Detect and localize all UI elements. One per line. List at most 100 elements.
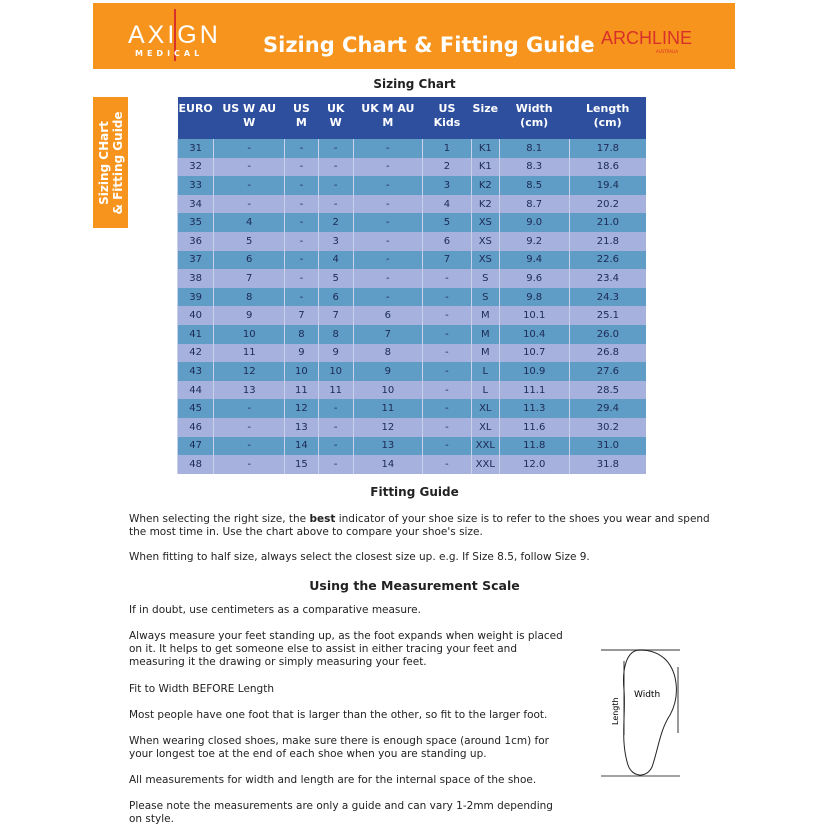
table-cell: 8.3 — [498, 157, 570, 177]
table-cell: 33 — [176, 176, 214, 195]
column-header: EURO — [177, 97, 214, 139]
table-cell: XS — [471, 250, 500, 270]
foot-measurement-diagram: Width Length — [598, 645, 688, 780]
table-row: 40 9 7 7 6- M 10.1 25.1 — [176, 306, 646, 325]
table-cell: K1 — [471, 139, 500, 158]
table-cell: 9.2 — [498, 231, 570, 251]
table-cell: 10.4 — [498, 324, 570, 344]
fitting-paragraph-2: When fitting to half size, always select… — [129, 551, 590, 563]
table-cell: 28.5 — [568, 380, 646, 400]
table-cell: 23.4 — [568, 269, 646, 288]
column-header: UK W — [318, 97, 354, 139]
table-cell: 46 — [176, 417, 214, 437]
side-tab-line1: Sizing CHart — [96, 120, 111, 205]
table-cell: 8 — [213, 287, 285, 307]
column-header: Size — [471, 97, 500, 139]
archline-logo-sub: AUSTRALIA — [656, 49, 679, 54]
table-cell: - — [421, 399, 472, 418]
table-cell: 10 — [213, 324, 285, 344]
table-cell: - — [421, 436, 472, 456]
column-header: Length (cm) — [569, 97, 646, 139]
table-cell: K2 — [471, 176, 500, 195]
table-cell: - — [213, 176, 285, 195]
table-cell: XL — [471, 417, 500, 437]
archline-logo: ARCHLINE — [601, 28, 693, 48]
table-cell: - — [213, 194, 285, 214]
table-cell: - — [421, 417, 472, 437]
table-cell: 8.5 — [498, 176, 570, 195]
column-header: US Kids — [422, 97, 472, 139]
table-cell: 8.7 — [498, 194, 570, 214]
table-cell: 6 — [352, 306, 423, 325]
table-cell: 35 — [176, 213, 214, 232]
table-cell: - — [352, 139, 423, 158]
table-cell: 47 — [176, 436, 214, 456]
table-row: 42 11 9 9 8- M 10.7 26.8 — [176, 343, 646, 363]
column-header: Width (cm) — [499, 97, 570, 139]
table-cell: 10.9 — [498, 362, 570, 381]
table-cell: 9 — [352, 362, 423, 381]
width-label: Width — [634, 690, 660, 700]
table-cell: 45 — [176, 399, 214, 418]
table-cell: 9 — [213, 306, 285, 325]
table-cell: 19.4 — [568, 176, 646, 195]
table-cell: 21.8 — [568, 231, 646, 251]
table-row: 36 5-3-6 XS 9.2 21.8 — [176, 231, 646, 251]
table-row: 41 10 8 8 7- M 10.4 26.0 — [176, 324, 646, 344]
table-cell: - — [284, 139, 319, 158]
table-cell: 6 — [213, 250, 285, 270]
table-cell: 8 — [352, 343, 423, 363]
table-cell: XXL — [471, 455, 500, 474]
table-cell: 6 — [317, 287, 354, 307]
table-cell: 40 — [176, 306, 214, 325]
table-cell: 11.8 — [498, 436, 570, 456]
table-cell: 5 — [421, 213, 472, 232]
length-label: Length — [611, 697, 620, 725]
table-cell: S — [471, 287, 500, 307]
table-cell: 11.1 — [498, 380, 570, 400]
table-cell: 10 — [352, 380, 423, 400]
table-cell: 13 — [213, 380, 285, 400]
table-cell: 43 — [176, 362, 214, 381]
table-cell: 10 — [317, 362, 354, 381]
table-cell: 4 — [317, 250, 354, 270]
table-cell: - — [421, 343, 472, 363]
table-cell: - — [352, 250, 423, 270]
table-row: 33- - - -3 K2 8.5 19.4 — [176, 176, 646, 195]
table-cell: 41 — [176, 324, 214, 344]
table-cell: 9.4 — [498, 250, 570, 270]
table-cell: 14 — [284, 436, 319, 456]
table-cell: - — [284, 231, 319, 251]
table-cell: XS — [471, 213, 500, 232]
table-cell: S — [471, 269, 500, 288]
table-cell: 3 — [317, 231, 354, 251]
table-cell: 11 — [213, 343, 285, 363]
table-cell: - — [317, 157, 354, 177]
table-cell: 6 — [421, 231, 472, 251]
table-cell: 26.8 — [568, 343, 646, 363]
table-cell: 9.8 — [498, 287, 570, 307]
table-cell: 31.0 — [568, 436, 646, 456]
table-cell: - — [284, 176, 319, 195]
table-cell: - — [317, 139, 354, 158]
table-cell: XXL — [471, 436, 500, 456]
table-cell: M — [471, 324, 500, 344]
table-cell: 7 — [352, 324, 423, 344]
table-cell: - — [317, 417, 354, 437]
measurement-paragraph: Always measure your feet standing up, as… — [129, 630, 563, 668]
table-cell: - — [213, 417, 285, 437]
sizing-chart-heading: Sizing Chart — [373, 77, 456, 91]
table-cell: - — [213, 455, 285, 474]
table-cell: M — [471, 343, 500, 363]
measurement-paragraph: When wearing closed shoes, make sure the… — [129, 735, 549, 760]
table-cell: 10 — [284, 362, 319, 381]
table-cell: 12.0 — [498, 455, 570, 474]
fitting-guide-heading: Fitting Guide — [370, 485, 459, 499]
table-cell: - — [421, 455, 472, 474]
table-cell: - — [213, 399, 285, 418]
table-cell: 12 — [284, 399, 319, 418]
column-header: US W AU W — [213, 97, 285, 139]
table-cell: - — [421, 306, 472, 325]
table-cell: - — [284, 269, 319, 288]
table-row: 39 8-6- - S 9.8 24.3 — [176, 287, 646, 307]
